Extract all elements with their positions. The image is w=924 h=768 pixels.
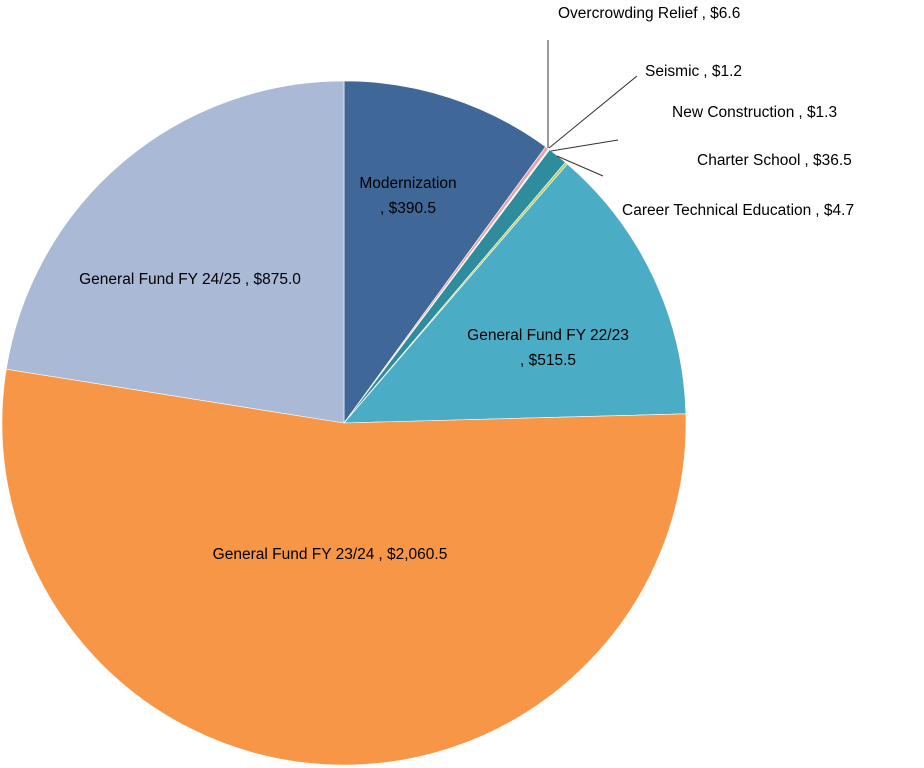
data-label-category: New Construction xyxy=(672,104,794,121)
leader-line xyxy=(550,139,619,152)
data-label-category: Seismic xyxy=(645,63,700,80)
pie-slice xyxy=(343,163,687,424)
data-label-category: Modernization xyxy=(359,175,456,192)
data-label-category: General Fund FY 22/23 xyxy=(467,327,629,344)
data-label-value: , $1.2 xyxy=(703,63,742,80)
data-label-value: , $875.0 xyxy=(245,271,301,288)
data-label-value: , $6.6 xyxy=(702,5,741,22)
data-label-category: Overcrowding Relief xyxy=(558,5,698,22)
data-label-value: , $390.5 xyxy=(380,200,436,217)
data-label-value: , $1.3 xyxy=(798,104,837,121)
data-label-value: , $36.5 xyxy=(804,152,851,169)
data-label-category: Career Technical Education xyxy=(622,202,811,219)
data-label: Seismic, $1.2 xyxy=(645,63,742,80)
leader-line xyxy=(556,155,604,177)
data-label-value: , $515.5 xyxy=(520,352,576,369)
data-label-value: , $2,060.5 xyxy=(378,546,447,563)
data-label: General Fund FY 23/24, $2,060.5 xyxy=(213,546,448,563)
pie-slice xyxy=(343,80,547,424)
data-label-value: , $4.7 xyxy=(815,202,854,219)
leader-line xyxy=(548,75,638,149)
data-label-category: Charter School xyxy=(697,152,800,169)
data-label: Charter School, $36.5 xyxy=(697,152,852,169)
data-label: New Construction, $1.3 xyxy=(672,104,837,121)
data-label: General Fund FY 24/25, $875.0 xyxy=(79,271,301,288)
data-label-category: General Fund FY 24/25 xyxy=(79,271,241,288)
data-label: Career Technical Education, $4.7 xyxy=(622,202,854,219)
data-label-category: General Fund FY 23/24 xyxy=(213,546,375,563)
data-label: Overcrowding Relief, $6.6 xyxy=(558,5,740,22)
pie-slice xyxy=(1,368,687,766)
pie-slice xyxy=(5,80,345,424)
